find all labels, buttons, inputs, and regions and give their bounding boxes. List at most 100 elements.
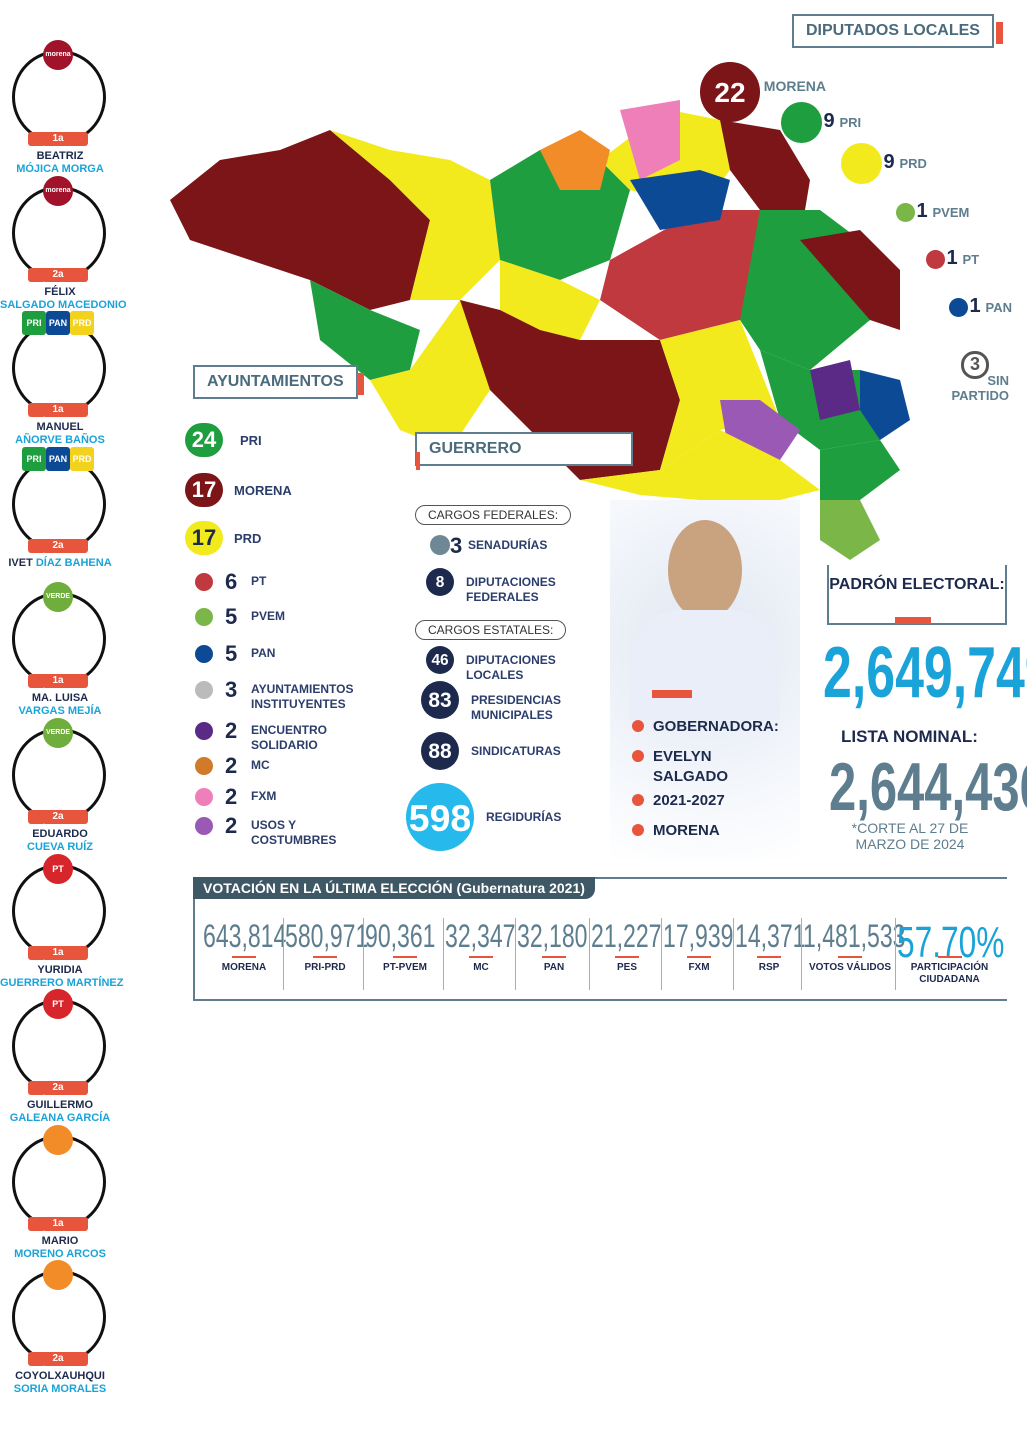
governor-dot xyxy=(632,824,644,836)
seat-party: PRD xyxy=(899,156,927,171)
municipality xyxy=(810,360,860,420)
name-part: FÉLIX xyxy=(44,285,76,298)
vote-value: 14,371 xyxy=(735,918,806,954)
municipality xyxy=(170,130,430,310)
candidate-name: GUILLERMO xyxy=(0,1099,120,1112)
vote-value: 1,481,533 xyxy=(803,918,906,954)
candidate-name: FÉLIX xyxy=(0,286,120,299)
vote-divider xyxy=(515,918,516,990)
party-logo: PT xyxy=(43,853,73,884)
cargo-value: 46 xyxy=(431,651,449,669)
name-part: GUERRERO MARTÍNEZ xyxy=(0,976,124,989)
formula-badge: 1a FÓRMULA xyxy=(28,403,88,429)
party-logo: PT xyxy=(43,989,73,1020)
municipality xyxy=(800,230,900,330)
count-label: USOS Y COSTUMBRES xyxy=(251,818,337,847)
governor-dot xyxy=(632,720,644,732)
seat-circle xyxy=(780,101,822,143)
seat-circle xyxy=(840,142,882,184)
seat-party: PT xyxy=(962,252,980,267)
cargo-value: 83 xyxy=(428,688,452,712)
seat-party: PRI xyxy=(839,115,862,130)
seat-party: PAN xyxy=(985,300,1012,315)
cargo-label: DIPUTACIONES FEDERALES xyxy=(466,575,556,604)
nominal-title: LISTA NOMINAL: xyxy=(841,727,978,746)
governor-text: EVELYN SALGADO xyxy=(653,748,728,785)
formula-badge: 1a FÓRMULA xyxy=(28,1216,88,1243)
cargo-circle xyxy=(426,568,454,596)
municipality xyxy=(310,280,420,380)
cargo-label: SENADURÍAS xyxy=(468,538,548,552)
formula-badge: 1a FÓRMULA xyxy=(28,945,88,972)
cargos-pill: CARGOS FEDERALES: xyxy=(415,505,572,525)
portrait-dress xyxy=(630,610,780,720)
party-logo: PAN xyxy=(46,311,70,336)
municipality xyxy=(500,260,600,340)
vote-divider xyxy=(801,918,802,990)
cargo-label: PRESIDENCIAS MUNICIPALES xyxy=(471,693,562,722)
party-dot xyxy=(195,573,213,591)
count-label: PVEM xyxy=(251,609,286,623)
vote-label: PES xyxy=(616,962,637,973)
name-part: EDUARDO xyxy=(32,828,88,840)
vote-label: PAN xyxy=(543,962,565,973)
governor-dot xyxy=(632,794,644,806)
formula-badge: 1a FÓRMULA xyxy=(28,132,88,158)
seat-circle xyxy=(948,297,968,317)
candidate-name: COYOLXAUHQUI xyxy=(0,1370,120,1383)
name-part: AÑORVE BAÑOS xyxy=(15,434,105,447)
name-part: CUEVA RUÍZ xyxy=(27,841,93,853)
formula-badge: 2a FÓRMULA xyxy=(28,1352,88,1378)
vote-title: VOTACIÓN EN LA ÚLTIMA ELECCIÓN (Gubernat… xyxy=(193,877,595,899)
municipality xyxy=(600,210,780,340)
candidate-name: VARGAS MEJÍA xyxy=(0,705,120,718)
candidate-name: MARIO xyxy=(0,1235,120,1248)
title-tag xyxy=(416,452,420,470)
vote-rule xyxy=(687,956,711,958)
municipality xyxy=(820,440,900,500)
candidate-name: GUERRERO MARTÍNEZ xyxy=(0,976,124,990)
vote-rule xyxy=(615,956,639,958)
cargo-circle xyxy=(426,646,454,674)
vote-rule xyxy=(542,956,566,958)
vote-label: MC xyxy=(473,962,489,973)
vote-value: 580,971 xyxy=(285,918,369,954)
count-value: 2 xyxy=(225,784,238,809)
vote-value: 32,180 xyxy=(517,918,588,954)
formula-badge: 1a FÓRMULA xyxy=(28,674,88,700)
vote-value: 17,939 xyxy=(663,918,734,954)
vote-value: 90,361 xyxy=(365,918,436,954)
name-part: MARIO xyxy=(41,1234,79,1247)
count-label: FXM xyxy=(251,789,277,803)
cargo-label: REGIDURÍAS xyxy=(486,810,562,824)
candidate-ring xyxy=(12,456,106,551)
vote-value: 21,227 xyxy=(591,918,662,954)
candidate-name: MORENO ARCOS xyxy=(0,1248,120,1261)
count-circle xyxy=(185,423,223,457)
cargo-label: SINDICATURAS xyxy=(471,744,561,758)
governor-text: GOBERNADORA: xyxy=(653,718,779,735)
seat-circle xyxy=(700,62,760,122)
seat-count: 22 xyxy=(714,77,746,108)
candidate-name: AÑORVE BAÑOS xyxy=(0,434,120,447)
candidate-name: EDUARDO xyxy=(0,828,120,841)
party-logo: morena xyxy=(43,40,73,70)
seat-count: 1 xyxy=(916,200,928,222)
municipality xyxy=(620,100,680,180)
vote-divider xyxy=(733,918,734,990)
formula-badge: 2a FÓRMULA xyxy=(28,1081,88,1107)
count-value: 6 xyxy=(225,569,238,594)
count-label: PRD xyxy=(234,531,262,546)
name-part: MÓJICA MORGA xyxy=(16,163,104,175)
formula-badge: 2a FÓRMULA xyxy=(28,810,88,836)
name-part: COYOLXAUHQUI xyxy=(15,1370,105,1383)
party-logo: PRI xyxy=(22,311,46,336)
vote-divider xyxy=(443,918,444,990)
party-dot xyxy=(195,817,213,835)
formula-badge: 2a FÓRMULA xyxy=(28,538,88,565)
count-circle xyxy=(185,521,223,555)
governor-text: MORENA xyxy=(653,822,720,839)
candidate-name: YURIDIA xyxy=(0,964,120,977)
party-logo: PRD xyxy=(70,446,94,471)
padron-title: PADRÓN ELECTORAL: xyxy=(829,576,1005,593)
